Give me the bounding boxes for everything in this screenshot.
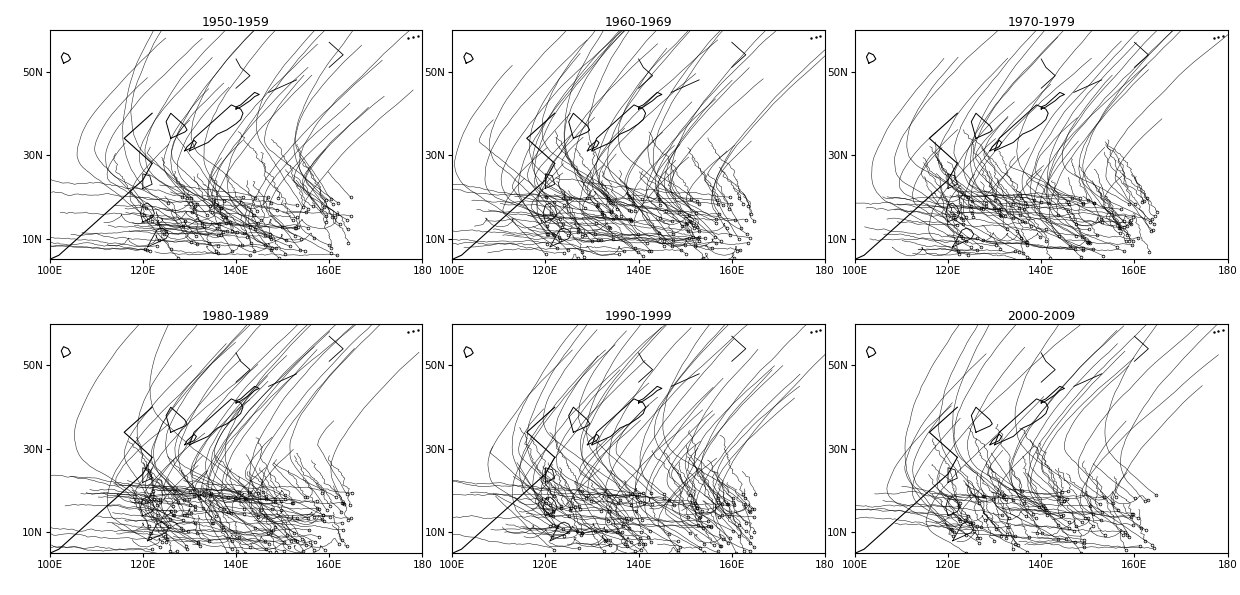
Title: 2000-2009: 2000-2009	[1007, 309, 1075, 322]
Title: 1960-1969: 1960-1969	[605, 15, 672, 29]
Title: 1950-1959: 1950-1959	[202, 15, 270, 29]
Title: 1990-1999: 1990-1999	[605, 309, 672, 322]
Title: 1970-1979: 1970-1979	[1007, 15, 1075, 29]
Title: 1980-1989: 1980-1989	[202, 309, 270, 322]
